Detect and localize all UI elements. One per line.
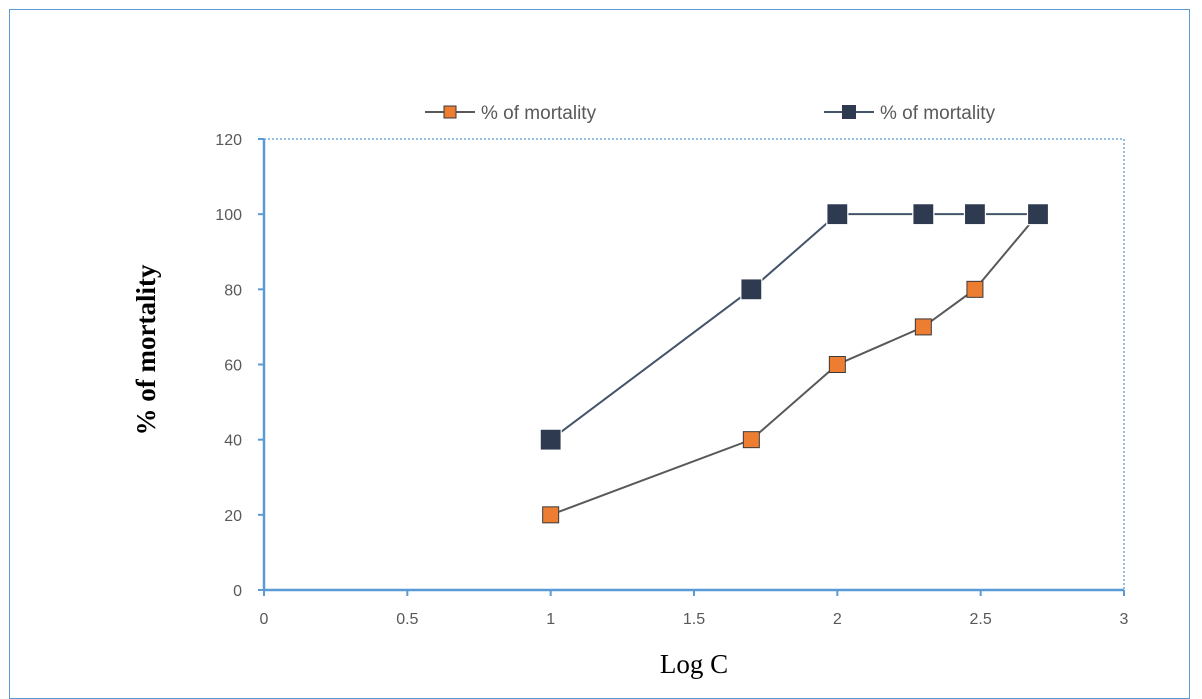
series-layer bbox=[539, 203, 1050, 524]
legend-marker bbox=[443, 105, 457, 119]
y-tick-label: 20 bbox=[224, 508, 242, 525]
data-point-marker bbox=[1026, 203, 1050, 226]
y-tick-label: 0 bbox=[233, 583, 242, 600]
x-tick-label: 1.5 bbox=[683, 611, 705, 628]
data-point-marker bbox=[742, 431, 760, 449]
chart-frame bbox=[9, 9, 1190, 699]
x-tick-label: 0 bbox=[260, 611, 269, 628]
x-tick-label: 0.5 bbox=[396, 611, 418, 628]
y-tick-label: 80 bbox=[224, 282, 242, 299]
data-point-marker bbox=[740, 278, 763, 301]
y-tick-label: 40 bbox=[224, 433, 242, 450]
tick-labels: 0 0.5 1 1.5 2 2.5 3 0 20 40 60 80 100 120 bbox=[215, 132, 1128, 628]
data-point-marker bbox=[912, 203, 935, 226]
x-axis-title: Log C bbox=[660, 649, 728, 679]
legend-marker bbox=[842, 105, 856, 119]
axes bbox=[262, 139, 1124, 592]
legend: % of mortality % of mortality bbox=[425, 103, 996, 124]
data-point-marker bbox=[828, 356, 846, 373]
series-1 bbox=[542, 205, 1047, 524]
y-axis-title: % of mortality bbox=[131, 264, 161, 435]
y-tick-label: 60 bbox=[224, 358, 242, 375]
plot-area-dotted-border bbox=[264, 138, 1125, 590]
series-line bbox=[550, 213, 1038, 441]
data-point-marker bbox=[966, 280, 984, 298]
plot-area-border bbox=[264, 138, 1125, 590]
legend-entry-1: % of mortality bbox=[425, 103, 597, 124]
y-tick-label: 120 bbox=[215, 132, 242, 149]
data-point-marker bbox=[963, 203, 987, 226]
data-point-marker bbox=[539, 428, 562, 451]
x-tick-label: 2 bbox=[833, 611, 842, 628]
x-tick-label: 2.5 bbox=[970, 611, 992, 628]
data-point-marker bbox=[542, 506, 560, 524]
legend-entry-2: % of mortality bbox=[824, 103, 996, 124]
x-tick-label: 3 bbox=[1120, 611, 1129, 628]
data-point-marker bbox=[914, 318, 932, 336]
legend-label: % of mortality bbox=[880, 103, 996, 124]
legend-label: % of mortality bbox=[481, 103, 597, 124]
data-point-marker bbox=[826, 203, 849, 226]
y-tick-label: 100 bbox=[215, 207, 242, 224]
x-tick-label: 1 bbox=[546, 611, 555, 628]
series-line bbox=[550, 213, 1039, 516]
series-2 bbox=[539, 203, 1050, 451]
